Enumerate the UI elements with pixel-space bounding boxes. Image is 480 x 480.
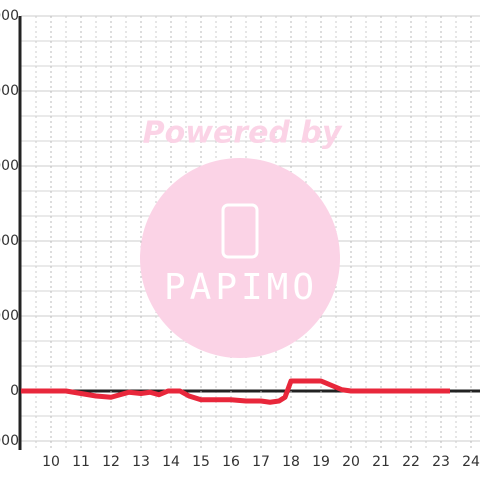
- x-tick-label: 11: [72, 454, 90, 470]
- y-tick-label: 60,000: [0, 233, 19, 249]
- phone-icon: [221, 203, 259, 259]
- line-series: [21, 378, 450, 405]
- x-tick-label: 15: [192, 454, 210, 470]
- x-tick-label: 20: [342, 454, 360, 470]
- x-tick-label: 18: [282, 454, 300, 470]
- x-tick-label: 12: [102, 454, 120, 470]
- x-tick-label: 10: [42, 454, 60, 470]
- watermark-title: Powered by: [143, 116, 343, 151]
- x-tick-label: 14: [162, 454, 180, 470]
- x-tick-label: 16: [222, 454, 240, 470]
- x-tick-label: 24: [462, 454, 480, 470]
- y-tick-label: 90,000: [0, 158, 19, 174]
- x-tick-label: 22: [402, 454, 420, 470]
- y-tick-label: 120,000: [0, 83, 19, 99]
- x-tick-label: 19: [312, 454, 330, 470]
- y-tick-label: -20,000: [0, 433, 19, 449]
- x-tick-label: 17: [252, 454, 270, 470]
- y-tick-label: 150,000: [0, 8, 19, 24]
- x-tick-label: 23: [432, 454, 450, 470]
- x-tick-label: 13: [132, 454, 150, 470]
- watermark: Powered by PAPIMO: [140, 116, 343, 358]
- plot: -20,000 0 30,000 60,000 90,000 120,000 150,000…: [0, 8, 480, 470]
- y-tick-label: 0: [10, 383, 19, 399]
- watermark-brand: PAPIMO: [164, 267, 318, 308]
- y-tick-label: 30,000: [0, 308, 19, 324]
- x-tick-label: 21: [372, 454, 390, 470]
